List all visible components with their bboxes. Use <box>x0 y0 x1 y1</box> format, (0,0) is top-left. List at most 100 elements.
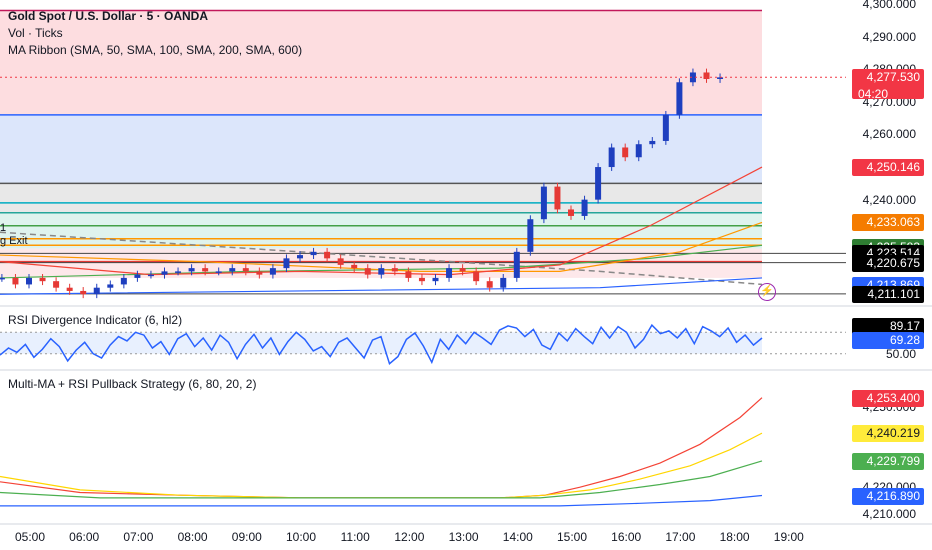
price-axis-tick-0: 4,300.000 <box>862 0 916 11</box>
strategy-axis-tick-4: 4,210.000 <box>862 506 916 521</box>
price-axis-tick-4: 4,260.000 <box>862 127 916 142</box>
ma-ribbon-legend: MA Ribbon (SMA, 50, SMA, 100, SMA, 200, … <box>8 43 303 57</box>
candle-body-14 <box>188 268 195 272</box>
lightning-icon[interactable]: ⚡ <box>758 283 776 301</box>
candle-body-18 <box>242 268 249 272</box>
zone-band-1 <box>0 114 762 184</box>
time-axis-tick-12: 17:00 <box>665 530 696 544</box>
candle-body-52 <box>703 72 710 79</box>
candle-body-46 <box>622 147 629 158</box>
time-axis-tick-7: 12:00 <box>394 530 425 544</box>
candle-body-37 <box>500 277 507 288</box>
candle-body-17 <box>229 268 236 272</box>
time-axis-tick-9: 14:00 <box>502 530 533 544</box>
candle-body-41 <box>554 186 561 210</box>
strategy-line-2 <box>0 460 763 499</box>
zone-band-2 <box>0 183 762 213</box>
rsi-axis-tick-0: 50.00 <box>885 346 916 361</box>
candle-body-42 <box>568 209 574 216</box>
price-tag-7: 4,211.101 <box>852 285 924 303</box>
price-tag-5: 4,220.675 <box>852 254 924 272</box>
candle-body-44 <box>595 167 602 200</box>
candle-body-33 <box>446 268 453 278</box>
strategy-value-tag-1: 4,240.219 <box>852 425 924 443</box>
time-axis-tick-2: 07:00 <box>123 530 154 544</box>
candle-body-4 <box>53 281 60 288</box>
strategy-value-tag-0: 4,253.400 <box>852 389 924 407</box>
strategy-line-1 <box>0 432 763 499</box>
time-axis-tick-1: 06:00 <box>69 530 100 544</box>
price-tag-1: 4,250.146 <box>852 158 924 176</box>
time-axis-tick-8: 13:00 <box>448 530 479 544</box>
candle-body-29 <box>391 268 398 272</box>
candle-body-26 <box>351 264 358 269</box>
candle-body-23 <box>310 251 317 256</box>
candle-body-0 <box>0 277 5 280</box>
strategy-value-tag-2: 4,229.799 <box>852 452 924 470</box>
candle-body-47 <box>635 144 642 158</box>
rsi-band <box>0 332 762 354</box>
candle-body-9 <box>120 277 127 285</box>
rsi-value-tag-1: 69.28 <box>852 331 924 349</box>
candle-body-27 <box>364 268 371 275</box>
chart-legend: Gold Spot / U.S. Dollar · 5 · OANDA Vol … <box>8 8 302 59</box>
candle-body-22 <box>297 255 303 259</box>
candle-body-43 <box>581 199 588 216</box>
strategy-value-tag-3: 4,216.890 <box>852 487 924 505</box>
dashed-trend-line <box>0 231 763 286</box>
candle-body-32 <box>432 277 439 282</box>
strategy-line-3 <box>0 494 763 507</box>
ma600-line <box>0 277 763 295</box>
price-tag-2: 4,233.063 <box>852 214 924 232</box>
candle-body-20 <box>269 268 276 275</box>
signal-label-1: 1 <box>0 222 7 234</box>
candle-body-36 <box>486 281 493 288</box>
candle-body-31 <box>418 277 425 282</box>
candle-body-7 <box>93 287 100 295</box>
candle-body-16 <box>215 271 222 273</box>
time-axis-tick-0: 05:00 <box>14 530 46 544</box>
time-axis-tick-6: 11:00 <box>340 530 370 544</box>
price-tag-0: 4,277.530 04:20 <box>852 69 924 101</box>
candle-body-53 <box>717 77 724 79</box>
candle-body-19 <box>256 271 263 275</box>
candle-body-5 <box>66 287 73 291</box>
candle-body-24 <box>324 251 331 259</box>
strategy-line-0 <box>0 397 763 499</box>
candle-body-11 <box>147 274 154 277</box>
candle-body-13 <box>175 271 182 273</box>
candle-body-30 <box>405 271 412 278</box>
price-axis-tick-5: 4,240.000 <box>862 192 916 207</box>
signal-label-exit: g Exit <box>0 235 28 247</box>
time-axis-tick-4: 09:00 <box>231 530 262 544</box>
candle-body-1 <box>12 277 19 285</box>
candle-body-28 <box>378 268 385 275</box>
candle-body-39 <box>527 219 534 252</box>
zone-band-3 <box>0 212 762 249</box>
time-axis-tick-11: 16:00 <box>611 530 642 544</box>
candle-body-45 <box>608 147 615 168</box>
candle-body-6 <box>80 290 87 295</box>
candle-body-25 <box>337 258 344 265</box>
price-axis-tick-1: 4,290.000 <box>862 29 916 44</box>
candle-body-51 <box>689 72 696 83</box>
time-axis-tick-14: 19:00 <box>773 530 804 544</box>
rsi-value-tag-0: 89.17 <box>852 317 924 335</box>
candle-body-34 <box>459 268 466 272</box>
volume-legend: Vol · Ticks <box>8 26 63 40</box>
candle-body-2 <box>26 277 32 285</box>
time-axis-tick-3: 08:00 <box>177 530 208 544</box>
strategy-pane-title: Multi-MA + RSI Pullback Strategy (6, 80,… <box>8 377 257 391</box>
zone-band-0 <box>0 10 762 115</box>
symbol-title: Gold Spot / U.S. Dollar · 5 · OANDA <box>8 9 209 23</box>
rsi-pane-title: RSI Divergence Indicator (6, hl2) <box>8 313 183 327</box>
candle-body-38 <box>513 251 520 278</box>
candle-body-49 <box>662 114 669 141</box>
candle-body-50 <box>676 82 683 115</box>
candle-body-40 <box>540 186 547 220</box>
rsi-line <box>0 323 763 366</box>
candle-body-10 <box>134 274 141 278</box>
candle-body-21 <box>283 258 290 269</box>
candle-body-48 <box>649 140 656 145</box>
